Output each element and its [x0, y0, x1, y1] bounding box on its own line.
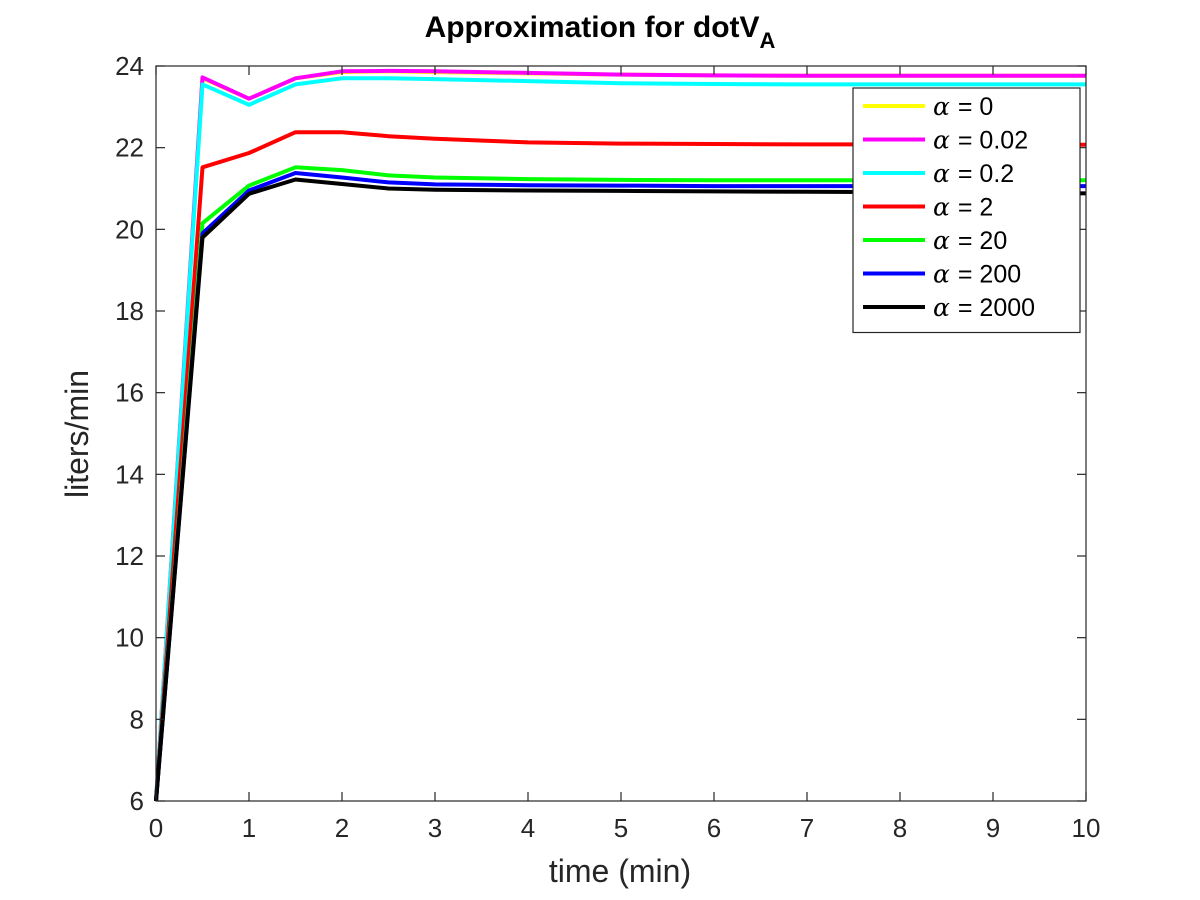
legend-entry-2: α = 0.2 — [933, 159, 1014, 188]
y-tick-label: 8 — [130, 704, 144, 734]
legend-symbol: α — [933, 293, 950, 322]
legend-symbol: α — [933, 260, 950, 289]
legend-symbol: α — [933, 193, 950, 222]
legend-symbol: α — [933, 92, 950, 121]
x-tick-label: 6 — [707, 813, 721, 843]
y-tick-label: 24 — [115, 51, 144, 81]
legend-box — [852, 87, 1081, 334]
legend: α = 0 α = 0.02 α = 0.2 α = 2 α = 20 α = 200 α = 2000 — [852, 87, 1081, 334]
legend-symbol: α — [933, 226, 950, 255]
series-line-1 — [154, 68, 1086, 802]
y-tick-label: 22 — [115, 133, 144, 163]
y-tick-label: 10 — [115, 623, 144, 653]
y-tick-label: 20 — [115, 214, 144, 244]
x-tick-label: 10 — [1072, 813, 1101, 843]
legend-entry-5: α = 200 — [933, 260, 1021, 289]
x-tick-label: 3 — [428, 813, 442, 843]
legend-label: = 2000 — [958, 294, 1035, 322]
series-line-2 — [154, 76, 1086, 802]
legend-label: = 0 — [958, 93, 993, 121]
x-tick-label: 4 — [521, 813, 535, 843]
x-tick-label: 0 — [149, 813, 163, 843]
legend-label: = 0.2 — [958, 160, 1014, 188]
chart-title: Approximation for dotVA — [425, 11, 776, 53]
x-tick-label: 7 — [800, 813, 814, 843]
x-tick-label: 1 — [242, 813, 256, 843]
legend-label: = 2 — [958, 194, 993, 222]
y-tick-label: 6 — [130, 786, 144, 816]
legend-entry-0: α = 0 — [933, 92, 993, 121]
y-tick-label: 16 — [115, 378, 144, 408]
y-axis-label: liters/min — [59, 370, 95, 498]
y-tick-label: 12 — [115, 541, 144, 571]
legend-entry-1: α = 0.02 — [933, 126, 1028, 155]
legend-entry-4: α = 20 — [933, 226, 1007, 255]
y-tick-label: 14 — [115, 459, 144, 489]
x-tick-label: 9 — [986, 813, 1000, 843]
legend-symbol: α — [933, 126, 950, 155]
x-tick-label: 8 — [893, 813, 907, 843]
x-tick-label: 5 — [614, 813, 628, 843]
x-axis-label: time (min) — [549, 853, 691, 889]
legend-label: = 0.02 — [958, 127, 1028, 155]
y-tick-label: 18 — [115, 296, 144, 326]
legend-entry-6: α = 2000 — [933, 293, 1035, 322]
legend-label: = 200 — [958, 261, 1021, 289]
x-tick-label: 2 — [335, 813, 349, 843]
legend-symbol: α — [933, 159, 950, 188]
legend-label: = 20 — [958, 227, 1007, 255]
legend-entry-3: α = 2 — [933, 193, 993, 222]
